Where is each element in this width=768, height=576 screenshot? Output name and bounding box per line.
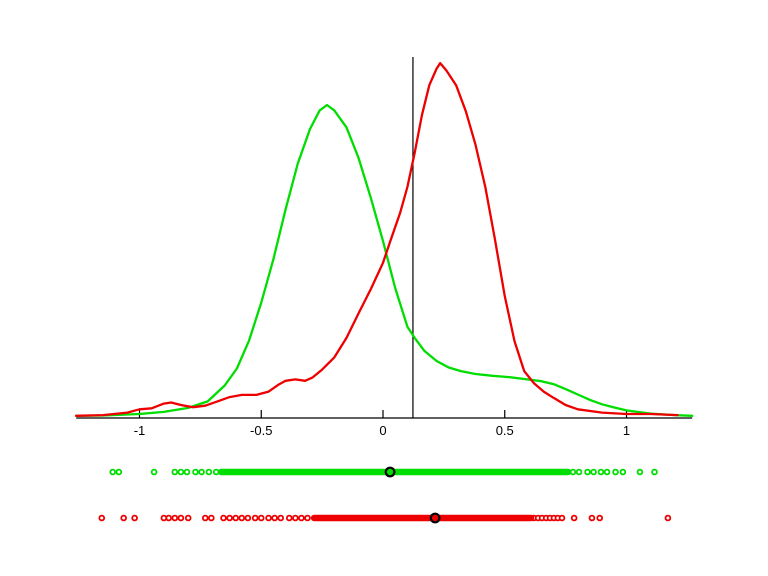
red-samples-dot — [277, 514, 285, 522]
green-samples-dot — [115, 468, 123, 476]
red-samples-dot — [120, 514, 127, 522]
green-samples-dot — [183, 468, 191, 476]
green-samples-dot — [192, 468, 199, 476]
green-samples-dot — [636, 468, 644, 476]
green-samples-dot — [590, 468, 597, 476]
green-samples-dot — [575, 468, 583, 476]
red-samples-dot — [257, 514, 265, 522]
green-density-curve — [75, 103, 694, 417]
red-density-curve — [75, 61, 679, 417]
red-samples-dot — [664, 514, 672, 522]
red-samples-dot — [201, 514, 209, 522]
red-samples-dot — [98, 514, 106, 522]
red-samples-dot — [251, 514, 259, 522]
red-samples-highlight-marker — [429, 512, 441, 524]
green-samples-dot — [597, 468, 605, 476]
red-samples-dot — [131, 514, 138, 522]
green-samples-dot — [603, 468, 611, 476]
green-samples-dot — [171, 468, 179, 476]
x-axis-tick-label: -1 — [134, 423, 146, 438]
red-samples-dot — [304, 514, 311, 522]
red-samples-dot — [292, 514, 299, 522]
green-samples-dot — [198, 468, 205, 476]
red-samples-dot — [171, 514, 179, 522]
green-samples-dot — [205, 468, 213, 476]
green-samples-highlight-marker — [384, 466, 396, 478]
red-samples-dot — [265, 514, 272, 522]
x-axis-tick-label: -0.5 — [250, 423, 272, 438]
red-samples-dot — [177, 514, 185, 522]
red-samples-dot — [558, 514, 566, 522]
green-samples-dot — [109, 468, 117, 476]
green-samples-dot — [651, 468, 658, 476]
green-samples-dot — [584, 468, 591, 476]
green-samples-dot — [619, 468, 627, 476]
red-samples-dot — [271, 514, 278, 522]
green-samples-dot — [150, 468, 158, 476]
red-samples-dot — [208, 514, 215, 522]
red-samples-dot — [588, 514, 596, 522]
red-samples-dot — [220, 514, 227, 522]
red-samples-dot — [596, 514, 604, 522]
red-samples-dot — [226, 514, 233, 522]
red-samples-dot — [232, 514, 239, 522]
red-samples-dot — [244, 514, 252, 522]
red-samples-dot — [238, 514, 246, 522]
green-samples-dot — [612, 468, 619, 476]
x-axis-tick-label: 1 — [623, 423, 630, 438]
red-samples-dot — [298, 514, 305, 522]
red-samples-dot — [285, 514, 293, 522]
red-samples-dot — [184, 514, 192, 522]
x-axis-tick-label: 0.5 — [496, 423, 514, 438]
red-samples-dot — [570, 514, 578, 522]
x-axis-tick-label: 0 — [379, 423, 386, 438]
green-samples-dot — [177, 468, 185, 476]
red-samples-dot — [165, 514, 173, 522]
